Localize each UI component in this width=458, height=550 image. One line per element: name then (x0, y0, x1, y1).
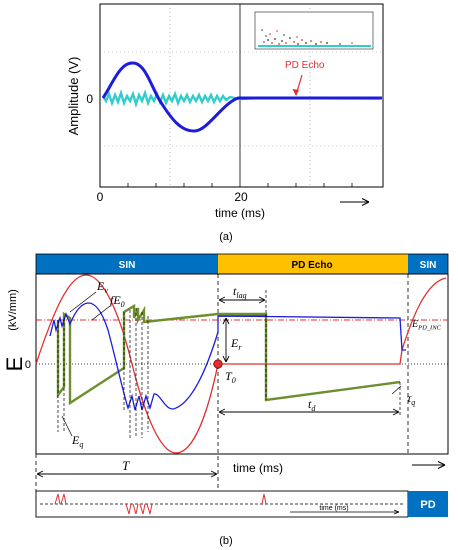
plot-b-ylabel-e: E (2, 357, 27, 372)
bar-pd-echo (218, 254, 408, 274)
caption-b: (b) (219, 535, 232, 547)
plot-b-ytick-zero: 0 (25, 359, 31, 371)
label-ev: Ev (96, 279, 108, 295)
label-tauq: τq (407, 391, 415, 407)
pd-echo-annotation: PD Echo (285, 60, 325, 71)
leader-lines (61, 291, 402, 437)
plot-a-xtick-20: 20 (234, 190, 248, 204)
label-epd-inc: EPD_INC (411, 319, 442, 332)
plot-a-grid (100, 4, 383, 187)
label-tlag: tlag (233, 284, 247, 300)
label-t0: T0 (225, 369, 236, 385)
pd-strip-time-arrowhead (393, 509, 400, 515)
pd-strip-time-label: time (ms) (319, 505, 348, 512)
green-trace (56, 303, 401, 406)
plot-a-xtick-0: 0 (97, 190, 104, 204)
pd-box (408, 491, 448, 517)
pd-echo-arrowhead (292, 89, 299, 96)
plot-a-ylabel: Amplitude (V) (66, 57, 81, 136)
bar-sin-right-label: SIN (420, 260, 437, 271)
label-fe0: fE0 (110, 293, 125, 309)
tlag-arrowheads (218, 296, 266, 304)
td-arrowheads (218, 408, 400, 416)
plot-a-time-arrowhead (361, 198, 370, 206)
label-eq: Eq (71, 433, 83, 449)
t0-marker (213, 359, 223, 369)
bar-sin-left-label: SIN (119, 260, 136, 271)
cyan-trace (101, 89, 381, 108)
panel-a: PD Echo Amplitude (V) 0 0 20 time (ms) (… (66, 3, 384, 243)
label-td: td (308, 397, 316, 413)
plot-a-ticks (127, 183, 353, 187)
er-arrowheads (222, 317, 230, 363)
blue-trace (101, 61, 382, 133)
plot-b-xlabel: time (ms) (233, 461, 283, 475)
pd-pulses (54, 493, 267, 515)
bar-sin-right (408, 254, 448, 274)
plot-a-ytick-zero: 0 (86, 92, 93, 106)
plot-b-ylabel-unit: (kV/mm) (7, 289, 19, 331)
bar-pd-echo-label: PD Echo (291, 260, 332, 271)
panel-b: SIN PD Echo SIN (2, 253, 449, 547)
inset-frame (254, 11, 374, 50)
t-period-arrowheads (36, 470, 218, 478)
pd-box-label: PD (420, 499, 435, 511)
bar-sin-left (36, 254, 218, 274)
label-t-period: T (122, 458, 130, 473)
label-er: Er (230, 336, 242, 352)
dashed-guides (57, 308, 401, 438)
plot-b-time-arrowhead (437, 461, 446, 469)
blue-trace-b (49, 302, 406, 411)
caption-a: (a) (219, 231, 232, 243)
plot-a-xlabel: time (ms) (215, 206, 265, 220)
inset-scatter (261, 29, 353, 45)
